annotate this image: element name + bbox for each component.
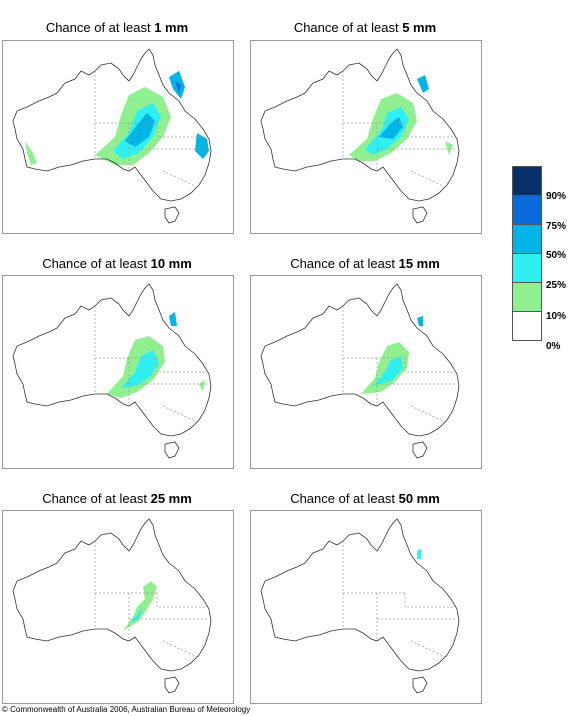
legend-label-90: 90%: [546, 191, 567, 202]
rainfall-probability-area: [417, 316, 423, 326]
state-border: [410, 640, 446, 658]
state-border: [156, 593, 205, 608]
panel-title-1mm: Chance of at least 1 mm: [45, 20, 189, 35]
rainfall-probability-area: [379, 117, 403, 139]
rainfall-probability-area: [123, 581, 157, 631]
rainfall-probability-area: [129, 607, 143, 623]
legend-swatch-0: [512, 311, 542, 341]
legend-swatch-50: [512, 224, 542, 254]
australia-map: [260, 518, 460, 694]
coastline: [12, 518, 212, 672]
legend-label-25: 25%: [546, 280, 567, 291]
tasmania-outline: [164, 441, 180, 459]
state-border: [162, 170, 198, 188]
australia-map: [12, 518, 212, 694]
rainfall-probability-area: [107, 336, 165, 398]
panel-title-50mm: Chance of at least 50 mm: [290, 491, 440, 506]
rainfall-probability-area: [373, 356, 403, 386]
legend-label-50: 50%: [546, 250, 567, 261]
legend-swatch-10: [512, 282, 542, 312]
state-border: [410, 405, 446, 423]
rainfall-probability-area: [417, 549, 421, 559]
rainfall-probability-area: [199, 380, 205, 392]
copyright-footer: © Commonwealth of Australia 2006, Austra…: [2, 705, 251, 714]
rainfall-probability-area: [175, 81, 181, 93]
coastline: [260, 48, 460, 202]
tasmania-outline: [412, 206, 428, 224]
map-panel-5mm: [250, 40, 482, 234]
legend-swatch-90: [512, 166, 542, 196]
map-panel-25mm: [2, 510, 234, 704]
probability-legend: 90% 75% 50% 25% 10% 0%: [512, 166, 566, 352]
tasmania-outline: [412, 441, 428, 459]
tasmania-outline: [164, 206, 180, 224]
panel-title-25mm: Chance of at least 25 mm: [42, 491, 192, 506]
australia-map: [260, 48, 460, 224]
legend-label-75: 75%: [546, 221, 567, 232]
legend-swatch-75: [512, 195, 542, 225]
coastline: [12, 283, 212, 437]
coastline: [12, 48, 212, 202]
map-panel-50mm: [250, 510, 482, 704]
rainfall-probability-area: [169, 312, 177, 326]
panel-title-5mm: Chance of at least 5 mm: [293, 20, 437, 35]
state-border: [404, 593, 453, 608]
state-border: [404, 358, 453, 373]
australia-map: [260, 283, 460, 459]
panel-title-15mm: Chance of at least 15 mm: [290, 256, 440, 271]
legend-swatch-25: [512, 253, 542, 283]
rainfall-probability-area: [361, 342, 409, 394]
map-panel-15mm: [250, 275, 482, 469]
state-border: [156, 123, 205, 138]
map-panel-1mm: [2, 40, 234, 234]
australia-map: [12, 48, 212, 224]
state-border: [162, 640, 198, 658]
tasmania-outline: [412, 676, 428, 694]
legend-label-0: 0%: [546, 341, 561, 352]
rainfall-probability-area: [417, 75, 429, 93]
rainfall-probability-area: [125, 113, 155, 147]
coastline: [260, 518, 460, 672]
tasmania-outline: [164, 676, 180, 694]
legend-label-10: 10%: [546, 311, 567, 322]
state-border: [162, 405, 198, 423]
rainfall-probability-area: [195, 133, 209, 159]
state-border: [404, 123, 453, 138]
state-border: [410, 170, 446, 188]
rainfall-probability-area: [25, 141, 37, 165]
panel-title-10mm: Chance of at least 10 mm: [42, 256, 192, 271]
rainfall-probability-area: [445, 141, 453, 155]
rainfall-probability-area: [121, 350, 159, 388]
australia-map: [12, 283, 212, 459]
coastline: [260, 283, 460, 437]
state-border: [156, 358, 205, 373]
map-panel-10mm: [2, 275, 234, 469]
